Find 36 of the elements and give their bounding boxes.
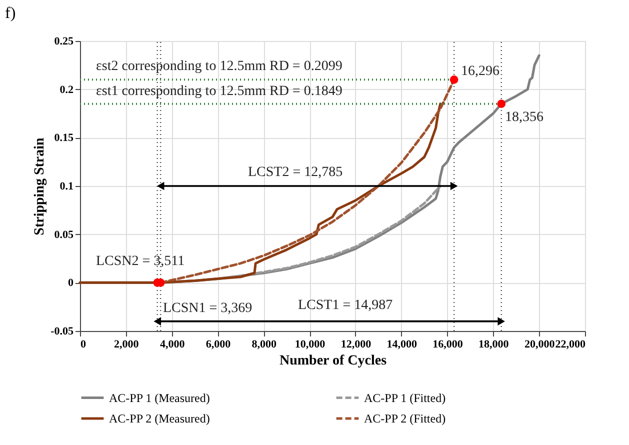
- x-tick-label: 4,000: [160, 338, 186, 350]
- legend-label: AC-PP 2 (Measured): [109, 412, 210, 426]
- x-tick-label: 10,000: [294, 338, 326, 350]
- point: [497, 100, 506, 108]
- annotation: LCST2 = 12,785: [248, 165, 343, 180]
- x-axis-title: Number of Cycles: [279, 354, 388, 368]
- y-tick-label: 0.1: [60, 180, 74, 192]
- y-tick-label: 0.05: [54, 228, 74, 241]
- y-axis-title: Stripping Strain: [32, 137, 48, 236]
- x-tick-label: 8,000: [252, 338, 278, 350]
- legend-label: AC-PP 2 (Fitted): [364, 412, 446, 426]
- y-tick-label: 0.15: [54, 132, 74, 144]
- x-tick-label: 16,000: [432, 338, 464, 350]
- y-tick-label: -0.05: [50, 326, 74, 338]
- point: [450, 75, 458, 84]
- x-tick-label: 22,000: [555, 338, 586, 350]
- legend-label: AC-PP 1 (Measured): [109, 390, 210, 405]
- annotation: LCSN1 = 3,369: [163, 301, 252, 316]
- annotation: LCST1 = 14,987: [298, 298, 393, 313]
- legend-label: AC-PP 1 (Fitted): [364, 390, 446, 405]
- x-tick-label: 20,000: [524, 338, 556, 350]
- y-tick-label: 0.25: [54, 36, 74, 48]
- x-tick-label: 12,000: [340, 338, 372, 350]
- x-tick-label: 6,000: [206, 338, 232, 350]
- annotation: LCSN2 = 3,511: [96, 254, 185, 269]
- x-tick-label: 14,000: [386, 338, 418, 350]
- x-tick-label: 18,000: [478, 338, 510, 350]
- x-tick-label: 0: [80, 338, 86, 350]
- annotation: εst2 corresponding to 12.5mm RD = 0.2099: [96, 59, 342, 74]
- annotation: 16,296: [461, 64, 500, 79]
- y-tick-label: 0: [68, 277, 74, 290]
- annotation: 18,356: [505, 110, 544, 125]
- annotation: εst1 corresponding to 12.5mm RD = 0.1849: [96, 84, 342, 99]
- x-tick-label: 2,000: [114, 338, 140, 350]
- chart-title: f): [5, 5, 16, 22]
- y-tick-label: 0.2: [60, 84, 74, 96]
